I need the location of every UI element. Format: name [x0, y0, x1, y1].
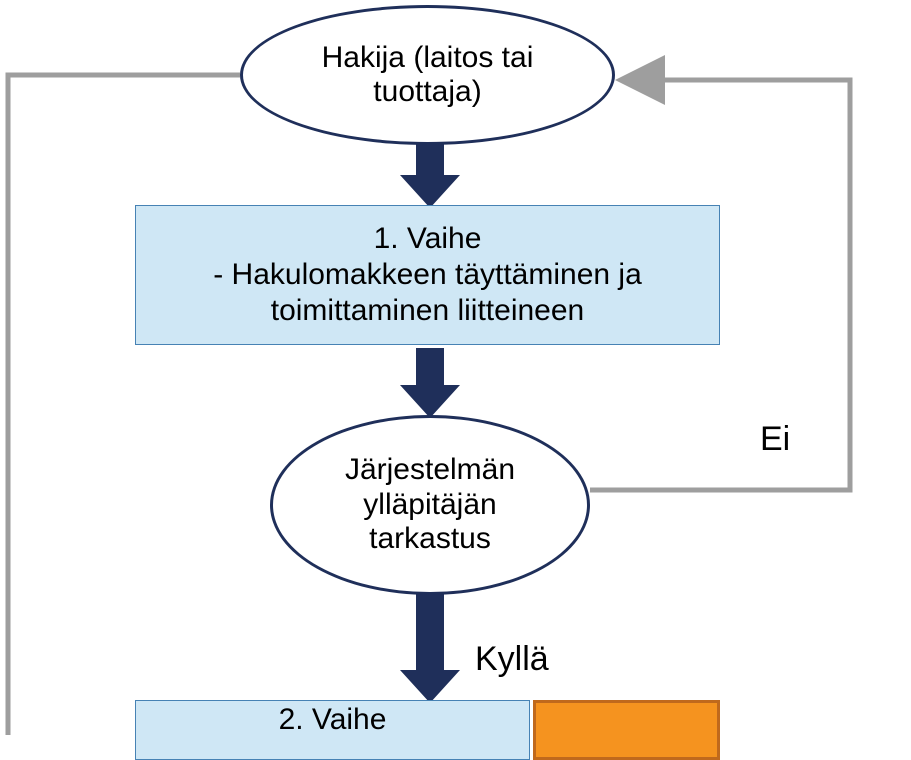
label-no: Ei — [760, 420, 790, 459]
node-applicant: Hakija (laitos tai tuottaja) — [240, 5, 615, 145]
node-phase1-label: 1. Vaihe - Hakulomakkeen täyttäminen ja … — [213, 221, 642, 329]
node-review: Järjestelmän ylläpitäjän tarkastus — [270, 415, 590, 595]
node-applicant-label: Hakija (laitos tai tuottaja) — [322, 41, 534, 110]
node-phase2-label: 2. Vaihe — [279, 703, 387, 737]
node-phase2: 2. Vaihe — [135, 700, 530, 760]
node-orange — [533, 700, 720, 760]
node-review-label: Järjestelmän ylläpitäjän tarkastus — [345, 453, 515, 557]
node-phase1: 1. Vaihe - Hakulomakkeen täyttäminen ja … — [135, 205, 720, 345]
label-yes: Kyllä — [475, 640, 549, 679]
